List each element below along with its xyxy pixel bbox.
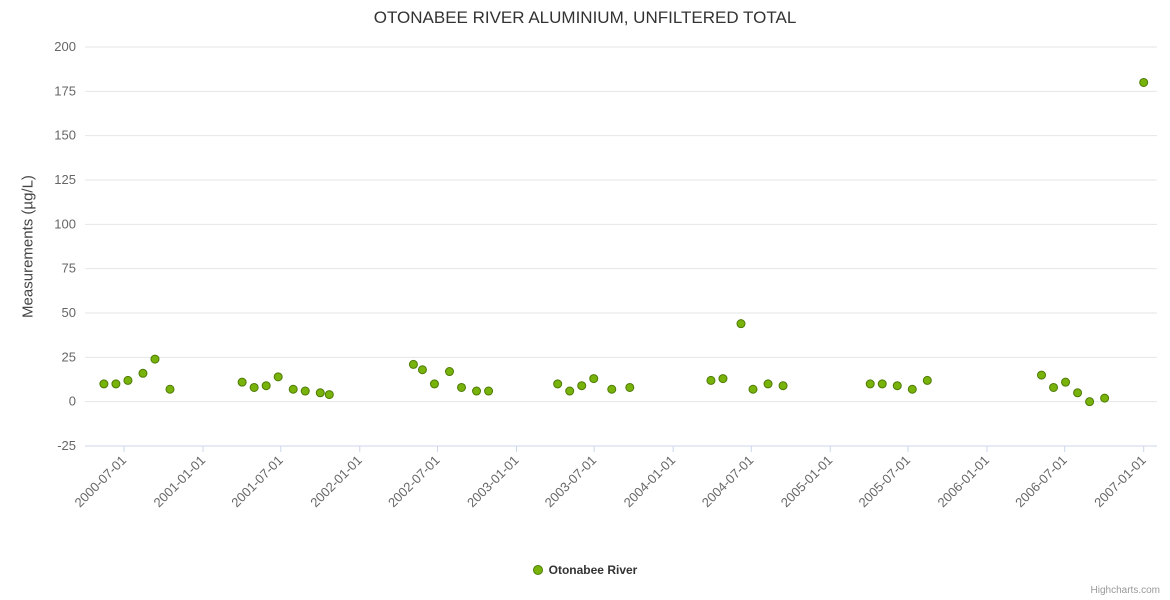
data-point[interactable] (237, 377, 247, 387)
data-point[interactable] (1139, 77, 1149, 87)
x-tick-label: 2003-01-01 (464, 453, 522, 511)
data-point[interactable] (718, 374, 728, 384)
data-point[interactable] (748, 384, 758, 394)
data-point[interactable] (111, 379, 121, 389)
data-point[interactable] (607, 384, 617, 394)
data-point[interactable] (778, 381, 788, 391)
x-tick-label: 2005-01-01 (778, 453, 836, 511)
data-point[interactable] (553, 379, 563, 389)
data-point[interactable] (892, 381, 902, 391)
y-tick-label: -25 (57, 438, 76, 453)
x-tick-label: 2002-07-01 (385, 453, 443, 511)
data-point[interactable] (1049, 382, 1059, 392)
legend-marker-icon (532, 565, 543, 575)
x-tick-label: 2005-07-01 (855, 453, 913, 511)
data-point[interactable] (261, 381, 271, 391)
data-point[interactable] (865, 379, 875, 389)
data-point[interactable] (123, 375, 133, 385)
data-point[interactable] (484, 386, 494, 396)
legend[interactable]: Otonabee River (0, 563, 1170, 577)
data-point[interactable] (165, 384, 175, 394)
data-point[interactable] (457, 382, 467, 392)
chart-title: OTONABEE RIVER ALUMINIUM, UNFILTERED TOT… (373, 8, 797, 27)
x-tick-label: 2003-07-01 (542, 453, 600, 511)
y-tick-label: 125 (54, 172, 76, 187)
data-point[interactable] (408, 359, 418, 369)
data-point[interactable] (249, 382, 259, 392)
credits-link[interactable]: Highcharts.com (1090, 585, 1160, 596)
data-point[interactable] (444, 367, 454, 377)
data-point[interactable] (288, 384, 298, 394)
y-tick-label: 75 (62, 261, 76, 276)
y-tick-label: 25 (62, 349, 76, 364)
data-point[interactable] (1037, 370, 1047, 380)
data-point[interactable] (1073, 388, 1083, 398)
data-point[interactable] (150, 354, 160, 364)
x-tick-label: 2001-07-01 (228, 453, 286, 511)
data-point[interactable] (99, 379, 109, 389)
data-point[interactable] (315, 388, 325, 398)
x-tick-label: 2000-07-01 (72, 453, 130, 511)
x-tick-label: 2007-01-01 (1091, 453, 1149, 511)
data-point[interactable] (1061, 377, 1071, 387)
y-tick-label: 150 (54, 128, 76, 143)
data-point[interactable] (324, 390, 334, 400)
data-point[interactable] (589, 374, 599, 384)
y-tick-label: 50 (62, 305, 76, 320)
data-point[interactable] (922, 375, 932, 385)
data-point[interactable] (138, 368, 148, 378)
data-point[interactable] (877, 379, 887, 389)
x-tick-label: 2002-01-01 (307, 453, 365, 511)
x-tick-label: 2004-07-01 (699, 453, 757, 511)
x-tick-label: 2006-07-01 (1012, 453, 1070, 511)
data-point[interactable] (300, 386, 310, 396)
x-tick-label: 2004-01-01 (621, 453, 679, 511)
x-tick-label: 2006-01-01 (934, 453, 992, 511)
y-tick-label: 175 (54, 83, 76, 98)
data-point[interactable] (625, 382, 635, 392)
data-point[interactable] (417, 365, 427, 375)
y-axis-title: Measurements (µg/L) (19, 175, 37, 318)
data-point[interactable] (429, 379, 439, 389)
y-tick-label: 200 (54, 39, 76, 54)
data-point[interactable] (736, 319, 746, 329)
data-point[interactable] (1100, 393, 1110, 403)
data-point[interactable] (273, 372, 283, 382)
y-tick-label: 100 (54, 216, 76, 231)
x-tick-label: 2001-01-01 (151, 453, 209, 511)
data-point[interactable] (706, 375, 716, 385)
data-point[interactable] (763, 379, 773, 389)
data-point[interactable] (1085, 397, 1095, 407)
legend-label[interactable]: Otonabee River (548, 563, 638, 577)
y-tick-label: 0 (69, 394, 76, 409)
data-point[interactable] (472, 386, 482, 396)
data-point[interactable] (565, 386, 575, 396)
data-point[interactable] (907, 384, 917, 394)
data-point[interactable] (577, 381, 587, 391)
